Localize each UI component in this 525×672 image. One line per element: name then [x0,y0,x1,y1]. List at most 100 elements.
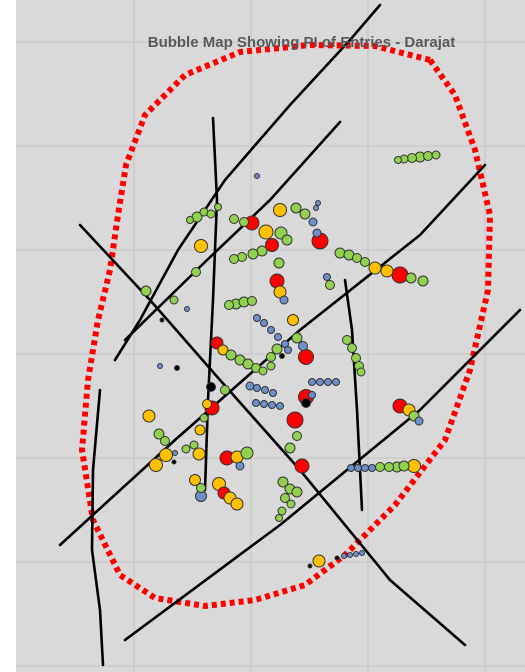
bubble-blue [252,399,260,407]
bubble-green [239,217,249,227]
bubble-green [160,436,170,446]
bubble-black [171,459,177,465]
bubble-blue [353,551,359,557]
bubble-green [384,462,394,472]
bubble-green [273,257,285,269]
bubble-green [277,476,289,488]
bubble-blue [332,378,340,386]
bubble-blue [308,217,318,227]
bubble-blue [268,401,276,409]
bubble-green [290,202,302,214]
fault-line [58,163,487,547]
bubble-green [280,493,290,503]
bubble-green [277,506,287,516]
bubble-green [169,295,179,305]
bubble-green [291,332,303,344]
bubble-green [229,214,239,224]
bubble-green [191,267,201,277]
bubble-blue [284,346,292,354]
bubble-blue [359,550,365,556]
bubble-blue [315,200,321,206]
bubble-green [417,275,429,287]
bubble-yellow [217,344,229,356]
bubble-yellow [192,447,206,461]
bubble-green [220,385,230,395]
bubble-blue [316,378,324,386]
bubble-yellow [142,409,156,423]
bubble-blue [276,402,284,410]
bubble-blue [361,464,369,472]
bubble-green [266,352,276,362]
fault-line [78,223,467,647]
bubble-blue [184,306,190,312]
bubble-blue [172,450,178,456]
field-boundary [78,41,494,610]
bubble-green [325,280,335,290]
bubble-green [247,296,257,306]
bubble-yellow [149,458,163,472]
bubble-green [196,483,206,493]
bubble-green [284,442,296,454]
bubble-yellow [287,314,299,326]
bubble-blue [235,461,245,471]
bubble-black [159,317,165,323]
bubble-blue [313,205,319,211]
bubble-yellow [159,448,173,462]
bubble-blue [254,173,260,179]
fault-line [123,120,342,342]
bubble-blue [324,378,332,386]
bubble-green [360,257,370,267]
fault-line [113,3,382,362]
bubble-yellow [258,224,274,240]
bubble-black [206,382,216,392]
bubble-green [275,514,283,522]
bubble-green [431,150,441,160]
bubble-blue [274,333,282,341]
bubble-green [356,367,366,377]
bubble-blue [312,228,322,238]
bubble-blue [341,553,347,559]
bubble-blue [308,378,316,386]
grid-lines [16,0,525,672]
bubble-blue [157,363,163,369]
bubble-green [256,245,268,257]
fault-lines [58,3,522,667]
bubble-yellow [202,399,212,409]
bubble-red [298,349,314,365]
bubble-map-chart: Bubble Map Showing PI of Entries - Daraj… [16,0,525,672]
bubble-yellow [380,264,394,278]
bubble-green [423,151,433,161]
bubble-blue [414,416,424,426]
bubble-blue [368,464,376,472]
bubble-blue [253,314,261,322]
bubble-green [266,361,276,371]
fault-line [90,388,105,667]
bubble-green [407,153,417,163]
bubble-green [240,446,254,460]
bubble-yellow [189,474,201,486]
bubble-yellow [273,203,287,217]
bubble-green [224,300,234,310]
bubble-green [342,335,352,345]
bubble-green [214,203,222,211]
bubble-blue [279,295,289,305]
bubble-green [206,209,216,219]
bubble-green [334,247,346,259]
bubble-blue [308,391,316,399]
bubble-blue [269,389,277,397]
bubble-green [258,366,268,376]
bubble-blue [354,464,362,472]
bubble-blue [347,552,353,558]
bubble-green [199,413,209,423]
bubble-green [281,234,293,246]
bubble-green [405,272,417,284]
bubble-yellow [194,424,206,436]
bubble-green [291,486,303,498]
entry-bubbles [140,150,441,569]
bubble-green [189,440,199,450]
bubble-green [181,444,191,454]
bubble-black [279,353,285,359]
bubble-yellow [368,261,382,275]
bubble-black [334,555,340,561]
bubble-blue [347,464,355,472]
